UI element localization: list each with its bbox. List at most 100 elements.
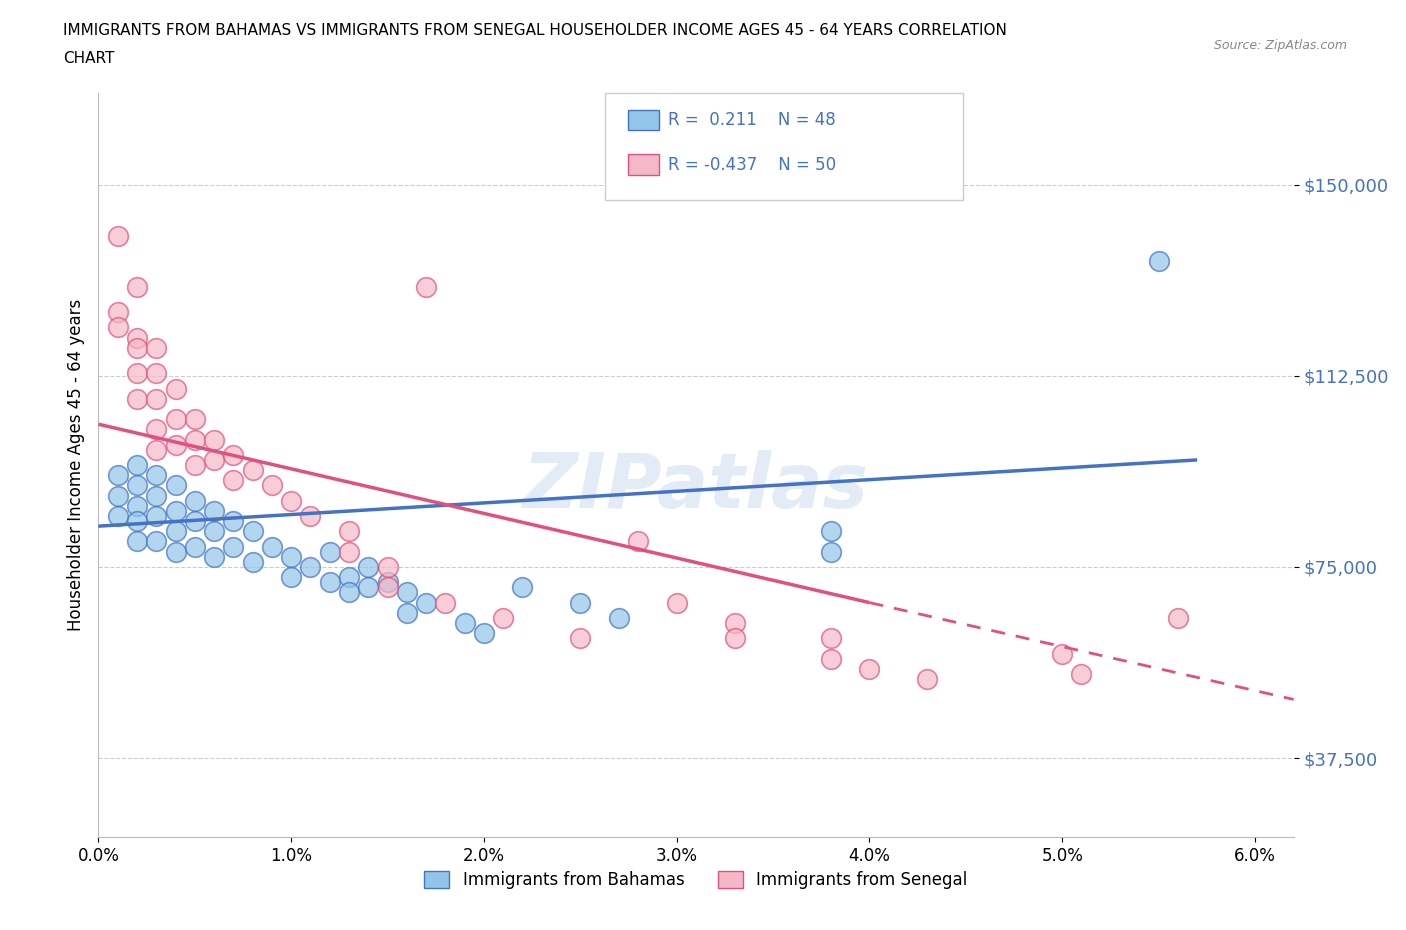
Point <box>665 595 688 610</box>
Point <box>145 468 167 483</box>
Point <box>202 453 225 468</box>
Point <box>184 432 207 447</box>
Point <box>145 340 167 355</box>
Point <box>1070 667 1092 682</box>
Point <box>222 472 245 487</box>
Point <box>569 595 592 610</box>
Point <box>184 412 207 427</box>
Point <box>125 330 148 345</box>
Point <box>165 412 187 427</box>
Point <box>145 443 167 458</box>
Point <box>280 570 302 585</box>
Text: Source: ZipAtlas.com: Source: ZipAtlas.com <box>1213 39 1347 52</box>
Point <box>820 651 842 666</box>
Point <box>299 560 322 575</box>
Point <box>125 478 148 493</box>
Point <box>337 585 360 600</box>
Point <box>184 458 207 472</box>
Point <box>280 493 302 508</box>
Text: R = -0.437    N = 50: R = -0.437 N = 50 <box>668 155 837 174</box>
Point <box>858 661 880 676</box>
Point <box>222 447 245 462</box>
Point <box>184 539 207 554</box>
Point <box>202 524 225 538</box>
Point <box>202 550 225 565</box>
Point <box>357 580 380 595</box>
Point <box>260 478 283 493</box>
Point <box>337 544 360 559</box>
Point <box>165 478 187 493</box>
Point <box>107 228 129 243</box>
Point <box>165 503 187 518</box>
Point <box>107 488 129 503</box>
Point <box>165 437 187 452</box>
Point <box>145 422 167 437</box>
Point <box>820 631 842 645</box>
Text: R =  0.211    N = 48: R = 0.211 N = 48 <box>668 111 835 129</box>
Point <box>337 524 360 538</box>
Point <box>820 524 842 538</box>
Point <box>125 498 148 513</box>
Point <box>242 524 264 538</box>
Point <box>395 605 418 620</box>
Point <box>145 534 167 549</box>
Point <box>107 509 129 524</box>
Point <box>377 575 399 590</box>
Point <box>820 544 842 559</box>
Point <box>184 513 207 528</box>
Text: ZIPatlas: ZIPatlas <box>523 450 869 525</box>
Point <box>145 488 167 503</box>
Point <box>723 631 745 645</box>
Point <box>337 570 360 585</box>
Point <box>125 392 148 406</box>
Point <box>165 544 187 559</box>
Point <box>319 544 342 559</box>
Text: CHART: CHART <box>63 51 115 66</box>
Point <box>723 616 745 631</box>
Point <box>222 513 245 528</box>
Point <box>125 513 148 528</box>
Point <box>453 616 475 631</box>
Point <box>242 554 264 569</box>
Point <box>125 458 148 472</box>
Point <box>280 550 302 565</box>
Point <box>242 462 264 477</box>
Point <box>357 560 380 575</box>
Legend: Immigrants from Bahamas, Immigrants from Senegal: Immigrants from Bahamas, Immigrants from… <box>418 864 974 896</box>
Point <box>395 585 418 600</box>
Point <box>165 381 187 396</box>
Point <box>107 305 129 320</box>
Point <box>184 493 207 508</box>
Point <box>107 320 129 335</box>
Point <box>145 365 167 380</box>
Point <box>492 610 515 625</box>
Point <box>222 539 245 554</box>
Point <box>512 580 534 595</box>
Point <box>377 580 399 595</box>
Point <box>107 468 129 483</box>
Point <box>260 539 283 554</box>
Point <box>145 392 167 406</box>
Point <box>415 595 437 610</box>
Point <box>319 575 342 590</box>
Point <box>472 626 495 641</box>
Y-axis label: Householder Income Ages 45 - 64 years: Householder Income Ages 45 - 64 years <box>66 299 84 631</box>
Point <box>125 365 148 380</box>
Point <box>434 595 457 610</box>
Point <box>125 340 148 355</box>
Point <box>1050 646 1073 661</box>
Point <box>377 560 399 575</box>
Point <box>607 610 630 625</box>
Point <box>125 279 148 294</box>
Point <box>569 631 592 645</box>
Point <box>125 534 148 549</box>
Point <box>165 524 187 538</box>
Point <box>1167 610 1189 625</box>
Point <box>299 509 322 524</box>
Point <box>627 534 650 549</box>
Point <box>1147 254 1170 269</box>
Point <box>202 432 225 447</box>
Point <box>145 509 167 524</box>
Point <box>415 279 437 294</box>
Point <box>917 671 939 686</box>
